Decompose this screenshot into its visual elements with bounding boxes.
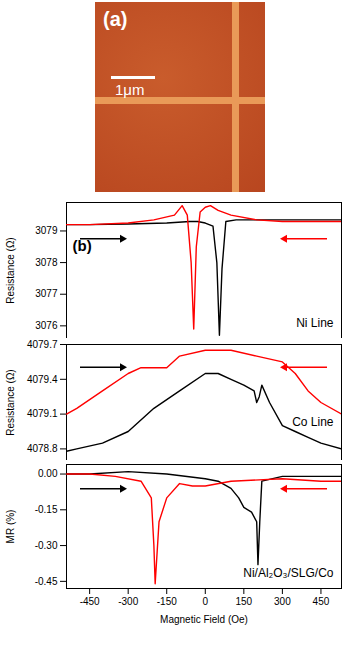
svg-text:Ni Line: Ni Line: [296, 316, 334, 330]
svg-text:4079.1: 4079.1: [27, 408, 58, 419]
svg-text:3076: 3076: [35, 320, 58, 331]
svg-text:0: 0: [203, 596, 209, 607]
svg-text:4079.4: 4079.4: [27, 374, 58, 385]
svg-text:-450: -450: [80, 596, 100, 607]
svg-text:450: 450: [313, 596, 330, 607]
svg-text:3079: 3079: [35, 225, 58, 236]
svg-text:300: 300: [274, 596, 291, 607]
svg-text:MR (%): MR (%): [5, 510, 16, 544]
svg-text:3077: 3077: [35, 288, 58, 299]
svg-text:4079.7: 4079.7: [27, 339, 58, 350]
svg-text:Resistance (Ω): Resistance (Ω): [5, 369, 16, 435]
html-text:1μm: 1μm: [115, 81, 145, 98]
svg-text:-0.30: -0.30: [35, 540, 58, 551]
svg-text:150: 150: [235, 596, 252, 607]
svg-text:3078: 3078: [35, 257, 58, 268]
html-text:(a): (a): [103, 8, 128, 30]
svg-text:(b): (b): [73, 237, 92, 254]
svg-text:Resistance (Ω): Resistance (Ω): [5, 237, 16, 303]
svg-text:Ni/Al₂O₃/SLG/Co: Ni/Al₂O₃/SLG/Co: [243, 566, 334, 580]
svg-text:-0.45: -0.45: [35, 576, 58, 587]
svg-text:-150: -150: [157, 596, 177, 607]
svg-text:0.00: 0.00: [38, 468, 58, 479]
svg-text:-300: -300: [118, 596, 138, 607]
svg-text:Co Line: Co Line: [292, 415, 334, 429]
svg-text:Magnetic Field (Oe): Magnetic Field (Oe): [160, 614, 248, 625]
svg-text:-0.15: -0.15: [35, 504, 58, 515]
svg-text:4078.8: 4078.8: [27, 443, 58, 454]
